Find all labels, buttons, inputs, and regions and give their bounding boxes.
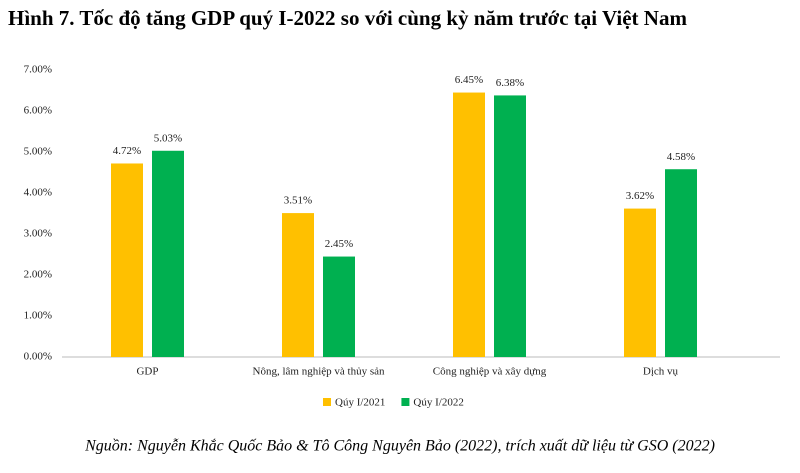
data-label: 4.58% [667, 151, 695, 163]
x-tick-label: GDP [136, 366, 158, 378]
data-label: 2.45% [325, 238, 353, 250]
y-tick-label: 3.00% [24, 228, 52, 240]
bar [152, 150, 184, 357]
bar [323, 256, 355, 357]
x-tick-label: Dịch vụ [643, 366, 679, 378]
bar [111, 163, 143, 357]
data-label: 3.62% [626, 190, 654, 202]
y-tick-label: 7.00% [24, 64, 52, 76]
legend-swatch [323, 398, 331, 406]
bar [282, 213, 314, 357]
legend-swatch [401, 398, 410, 406]
y-tick-label: 1.00% [24, 310, 52, 322]
y-tick-label: 2.00% [24, 269, 52, 281]
legend-label: Qúy I/2022 [413, 397, 463, 409]
y-tick-label: 0.00% [24, 351, 52, 363]
bar [624, 208, 656, 357]
data-label: 4.72% [113, 145, 141, 157]
x-tick-label: Công nghiệp và xây dựng [433, 366, 547, 378]
bar [453, 92, 485, 358]
bar [494, 95, 526, 358]
data-label: 6.38% [496, 77, 524, 89]
data-label: 6.45% [455, 74, 483, 86]
data-label: 3.51% [284, 195, 312, 207]
data-label: 5.03% [154, 132, 182, 144]
chart-title: Hình 7. Tốc độ tăng GDP quý I-2022 so vớ… [8, 6, 687, 30]
y-tick-label: 6.00% [24, 105, 52, 117]
y-tick-label: 5.00% [24, 146, 52, 158]
source-note: Nguồn: Nguyễn Khắc Quốc Bảo & Tô Công Ng… [84, 438, 715, 455]
y-tick-label: 4.00% [24, 187, 52, 199]
x-tick-label: Nông, lâm nghiệp và thủy sản [253, 366, 385, 378]
legend-label: Qúy I/2021 [335, 397, 385, 409]
bar [665, 169, 697, 357]
